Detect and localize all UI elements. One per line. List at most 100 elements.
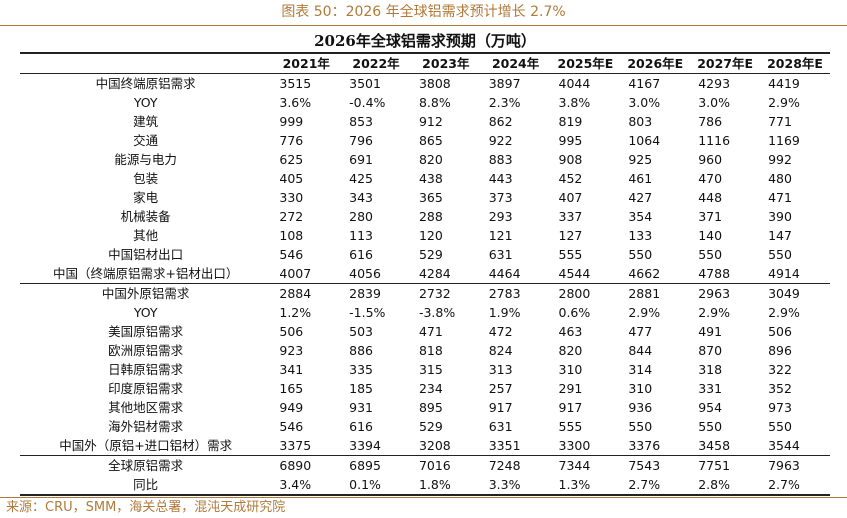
cell: -1.5% — [349, 305, 386, 320]
cell: 272 — [279, 209, 304, 224]
cell: 925 — [628, 152, 653, 167]
cell: 343 — [349, 190, 374, 205]
cell: 314 — [628, 362, 653, 377]
cell: 3897 — [488, 76, 521, 91]
cell: 310 — [558, 362, 583, 377]
cell: 3300 — [550, 436, 621, 456]
cell: 2.8% — [690, 475, 761, 496]
table-row: 中国铝材出口 546 616 529 631 555 550 550 550 — [20, 245, 830, 264]
cell: 313 — [488, 362, 513, 377]
cell: 862 — [488, 114, 513, 129]
cell: 3394 — [341, 436, 411, 456]
table-row: 中国外原铝需求 2884 2839 2732 2783 2800 2881 2963 3049 — [20, 284, 830, 304]
table-row: 中国终端原铝需求 3515 3501 3808 3897 4044 4167 4293 4419 — [20, 74, 830, 94]
cell: 140 — [698, 228, 723, 243]
cell: -0.4% — [349, 95, 386, 110]
cell: 796 — [349, 133, 374, 148]
row-label: 交通 — [133, 133, 159, 148]
cell: 1.3% — [550, 475, 621, 496]
cell: 3.0% — [628, 95, 661, 110]
cell: 341 — [279, 362, 304, 377]
cell: 844 — [628, 343, 653, 358]
table-row: 同比 3.4% 0.1% 1.8% 3.3% 1.3% 2.7% 2.8% 2.7% — [20, 475, 830, 496]
cell: 472 — [488, 324, 513, 339]
row-label: 中国终端原铝需求 — [95, 76, 196, 91]
cell: 337 — [558, 209, 583, 224]
cell: 4662 — [620, 264, 691, 284]
cell: 3.8% — [558, 95, 591, 110]
cell: 3.3% — [480, 475, 551, 496]
cell: 0.1% — [341, 475, 411, 496]
cell: 870 — [698, 343, 723, 358]
cell: 803 — [628, 114, 653, 129]
cell: 917 — [558, 400, 583, 415]
row-label: YOY — [133, 305, 158, 320]
cell: 1116 — [698, 133, 731, 148]
title-row: 2026年全球铝需求预期（万吨） — [20, 30, 830, 53]
cell: 923 — [279, 343, 304, 358]
cell: 2.9% — [768, 95, 800, 110]
cell: 3458 — [690, 436, 761, 456]
table-row: 中国外（原铝+进口铝材）需求 3375 3394 3208 3351 3300 3376 34… — [20, 436, 830, 456]
cell: 0.6% — [558, 305, 591, 320]
cell: 127 — [558, 228, 583, 243]
cell: 2.9% — [628, 305, 661, 320]
cell: 3501 — [349, 76, 381, 91]
row-label: 中国（终端原铝需求+铝材出口） — [20, 264, 272, 284]
cell: 995 — [558, 133, 583, 148]
cell: 820 — [558, 343, 583, 358]
cell: 895 — [418, 400, 443, 415]
table-row: 美国原铝需求 506 503 471 472 463 477 491 506 — [20, 322, 830, 341]
header-cell: 2023年 — [410, 52, 481, 74]
row-label: 同比 — [20, 475, 272, 496]
cell: 108 — [279, 228, 304, 243]
row-label: 印度原铝需求 — [108, 381, 184, 396]
cell: 407 — [558, 190, 583, 205]
header-cell: 2026年E — [620, 52, 691, 74]
cell: 3375 — [271, 436, 342, 456]
cell: 280 — [349, 209, 374, 224]
cell: 631 — [488, 247, 513, 262]
header-cell: 2021年 — [271, 52, 342, 74]
cell: 491 — [698, 324, 723, 339]
header-cell — [20, 52, 272, 74]
cell: 546 — [279, 419, 304, 434]
cell: 185 — [349, 381, 374, 396]
cell: 1.9% — [488, 305, 521, 320]
cell: 147 — [768, 228, 792, 243]
row-label: 其他地区需求 — [108, 400, 184, 415]
cell: 8.8% — [418, 95, 451, 110]
cell: 3.0% — [698, 95, 730, 110]
cell: 165 — [279, 381, 304, 396]
row-label: 海外铝材需求 — [108, 419, 184, 434]
cell: -3.8% — [418, 305, 456, 320]
cell: 506 — [279, 324, 304, 339]
cell: 3208 — [410, 436, 481, 456]
cell: 3.6% — [279, 95, 312, 110]
cell: 550 — [768, 419, 792, 434]
cell: 616 — [349, 247, 374, 262]
table-row: 能源与电力 625 691 820 883 908 925 960 992 — [20, 150, 830, 169]
cell: 550 — [698, 247, 723, 262]
table-row: YOY 3.6% -0.4% 8.8% 2.3% 3.8% 3.0% 3.0% 2.9% — [20, 93, 830, 112]
cell: 425 — [349, 171, 374, 186]
cell: 1169 — [768, 133, 800, 148]
cell: 936 — [628, 400, 653, 415]
cell: 776 — [279, 133, 304, 148]
cell: 443 — [488, 171, 513, 186]
cell: 691 — [349, 152, 374, 167]
cell: 3808 — [418, 76, 451, 91]
cell: 550 — [628, 247, 653, 262]
cell: 2.7% — [620, 475, 691, 496]
cell: 335 — [349, 362, 374, 377]
cell: 133 — [628, 228, 653, 243]
cell: 917 — [488, 400, 513, 415]
header-row: 2021年 2022年 2023年 2024年 2025年E 2026年E 2027年E 20… — [20, 52, 830, 74]
cell: 6890 — [279, 458, 312, 473]
cell: 4788 — [690, 264, 761, 284]
row-label: 中国铝材出口 — [108, 247, 184, 262]
cell: 330 — [279, 190, 304, 205]
header-cell: 2022年 — [341, 52, 411, 74]
row-label: 包装 — [133, 171, 159, 186]
cell: 2839 — [349, 286, 381, 301]
